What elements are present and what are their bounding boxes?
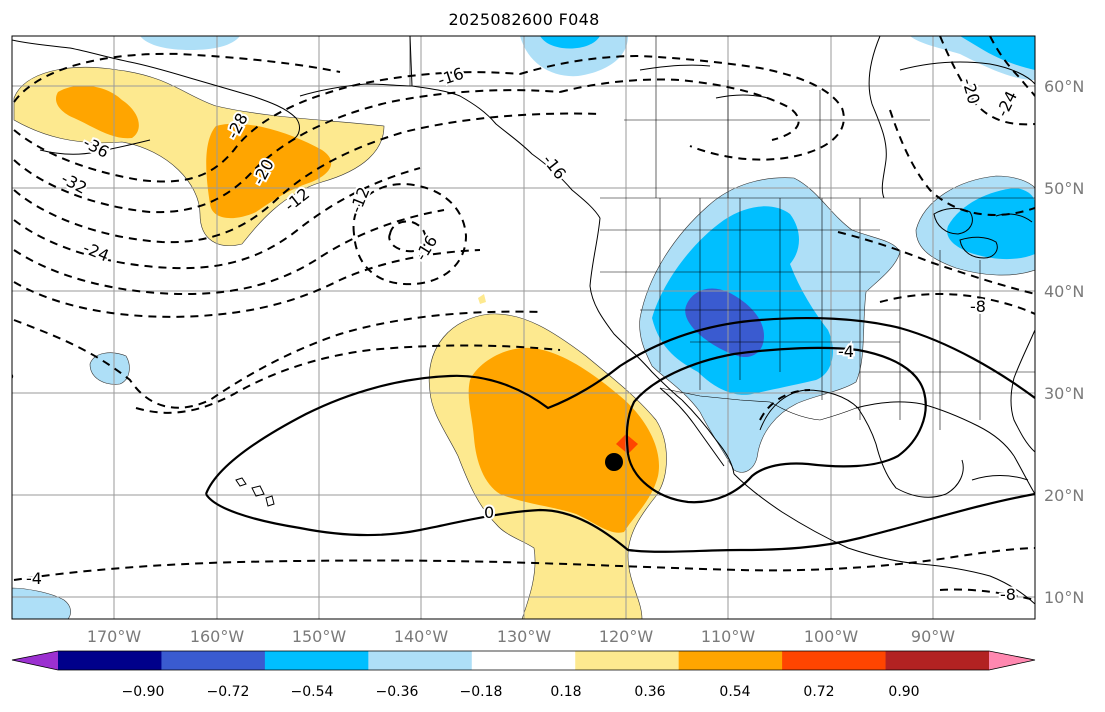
colorbar-cell: [782, 651, 887, 670]
shading-top-left-blue: [140, 36, 240, 50]
contour-label: -8: [970, 297, 986, 316]
graticule: [12, 36, 1035, 619]
colorbar-tick: 0.90: [888, 684, 920, 700]
contour-label: -12: [346, 184, 373, 215]
shading-small-blue-west: [89, 352, 130, 385]
shading-orange-bering: [55, 85, 139, 139]
lat-label-40n: 40°N: [1044, 282, 1085, 301]
shading-orange-pacific: [468, 347, 660, 533]
colorbar-tick: −0.54: [290, 684, 334, 700]
shading-royal-blue-core: [685, 288, 764, 358]
map-frame: [11, 35, 1036, 620]
colorbar-tick: 0.54: [719, 684, 751, 700]
lat-label-10n: 10°N: [1044, 588, 1085, 607]
contour-label: 0: [484, 503, 494, 522]
colorbar-cell: [58, 651, 162, 670]
contour-label: -4: [838, 342, 854, 361]
colorbar-cell: [161, 651, 266, 670]
lon-label-150w: 150°W: [291, 627, 347, 646]
colorbar-tick: −0.90: [121, 684, 165, 700]
colorbar-cell: [368, 651, 473, 670]
lat-label-50n: 50°N: [1044, 179, 1085, 198]
shading-bottom-left-blue: [12, 587, 71, 619]
contour-label: -16: [411, 232, 441, 264]
colorbar-cell: [575, 651, 680, 670]
colorbar-cell: [471, 651, 576, 670]
contour-label: -8: [1000, 585, 1016, 604]
lon-label-120w: 120°W: [598, 627, 654, 646]
shading-small-yellow-spot: [478, 294, 486, 304]
contour-label: -24: [81, 238, 112, 265]
lon-label-170w: 170°W: [86, 627, 142, 646]
colorbar-cell: [678, 651, 783, 670]
map-title: 2025082600 F048: [448, 10, 600, 29]
contour-label: -24: [993, 88, 1022, 120]
lon-label-90w: 90°W: [910, 627, 956, 646]
colorbar-cell: [885, 651, 990, 670]
lon-label-100w: 100°W: [803, 627, 859, 646]
lat-label-30n: 30°N: [1044, 384, 1085, 403]
lon-label-140w: 140°W: [393, 627, 449, 646]
contour-label: -32: [58, 169, 90, 198]
colorbar-tick: −0.18: [459, 684, 503, 700]
positive-shading: [13, 67, 667, 619]
lat-label-60n: 60°N: [1044, 77, 1085, 96]
colorbar-tick: 0.36: [634, 684, 666, 700]
colorbar-right-arrow: [989, 651, 1035, 670]
contour-label: -20: [958, 76, 983, 106]
solid-contours: [204, 316, 1035, 553]
colorbar-tick: −0.72: [206, 684, 250, 700]
lat-label-20n: 20°N: [1044, 486, 1085, 505]
lon-label-110w: 110°W: [700, 627, 756, 646]
colorbar-tick: 0.72: [803, 684, 835, 700]
colorbar: [11, 650, 1036, 671]
colorbar-cell: [264, 651, 369, 670]
political-borders: [409, 36, 1035, 430]
map-area: -36 -32 -28 -24 -20 -16 -16 -12 -12 -16 …: [0, 36, 1035, 619]
colorbar-tick: −0.36: [375, 684, 419, 700]
colorbar-left-arrow: [12, 651, 58, 670]
dashed-contours: [13, 36, 1035, 601]
contour-label: -4: [26, 569, 42, 588]
lon-label-160w: 160°W: [189, 627, 245, 646]
lon-label-130w: 130°W: [496, 627, 552, 646]
contour-label: 0: [0, 369, 18, 382]
contour-label: -16: [539, 151, 570, 183]
colorbar-tick: 0.18: [550, 684, 582, 700]
shading-orange-gulf: [206, 123, 332, 219]
black-dot-marker: [605, 453, 623, 471]
